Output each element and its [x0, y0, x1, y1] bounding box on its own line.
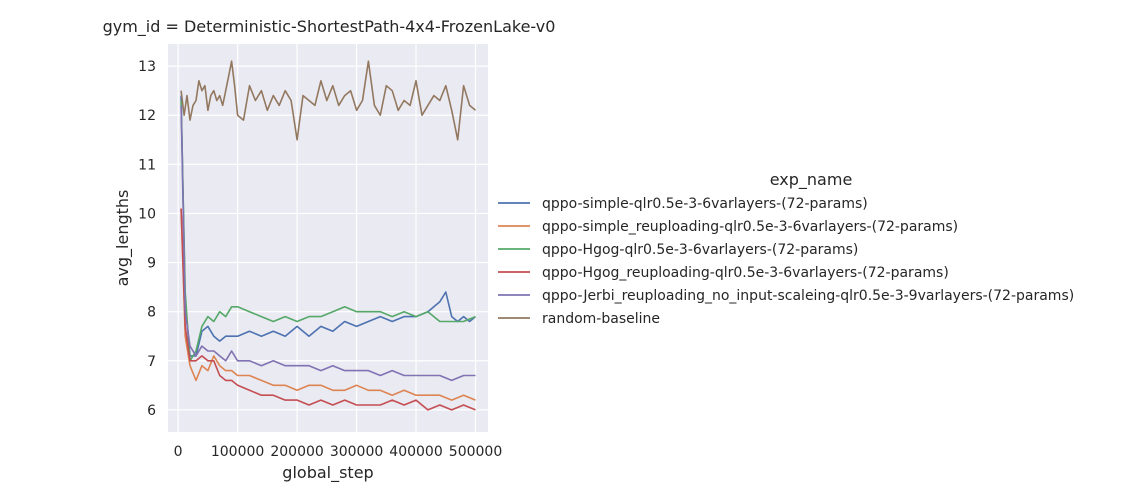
y-tick-label: 13 [138, 59, 156, 75]
legend: exp_name qppo-simple-qlr0.5e-3-6varlayer… [498, 170, 1074, 327]
y-tick-label: 7 [147, 354, 156, 370]
series-line-1 [180, 95, 477, 357]
y-tick-label: 10 [138, 206, 156, 222]
legend-entry: qppo-simple_reuploading-qlr0.5e-3-6varla… [498, 219, 958, 235]
series-line-5 [180, 105, 476, 382]
x-axis-ticks: 0 100000 200000 300000 400000 500000 [174, 444, 503, 460]
y-tick-label: 9 [147, 256, 156, 272]
y-axis-label: avg_lengths [113, 190, 133, 287]
x-tick-label: 500000 [449, 444, 502, 460]
x-axis-label: global_step [282, 463, 373, 483]
grid [168, 44, 488, 432]
series-lines [180, 60, 477, 411]
y-tick-label: 6 [147, 403, 156, 419]
legend-label: qppo-simple_reuploading-qlr0.5e-3-6varla… [542, 219, 958, 235]
series-line-6 [180, 60, 477, 141]
x-tick-label: 200000 [270, 444, 323, 460]
x-tick-label: 400000 [389, 444, 442, 460]
series-line-3 [180, 100, 476, 362]
y-axis-ticks: 6 7 8 9 10 11 12 13 [138, 59, 156, 419]
legend-label: qppo-Hgog_reuploading-qlr0.5e-3-6varlaye… [542, 265, 949, 281]
x-tick-label: 0 [174, 444, 183, 460]
y-tick-label: 8 [147, 305, 156, 321]
legend-entries: qppo-simple-qlr0.5e-3-6varlayers-(72-par… [498, 196, 1074, 327]
legend-label: qppo-Jerbi_reuploading_no_input-scaleing… [542, 288, 1074, 304]
legend-label: qppo-simple-qlr0.5e-3-6varlayers-(72-par… [542, 196, 868, 212]
series-line-2 [180, 208, 476, 401]
legend-entry: qppo-Jerbi_reuploading_no_input-scaleing… [498, 288, 1074, 304]
y-tick-label: 12 [138, 108, 156, 124]
plot-area [168, 44, 488, 432]
x-tick-label: 300000 [330, 444, 383, 460]
legend-title: exp_name [770, 170, 853, 190]
chart-title: gym_id = Deterministic-ShortestPath-4x4-… [103, 17, 556, 37]
legend-label: random-baseline [542, 311, 660, 327]
legend-entry: random-baseline [498, 311, 660, 327]
legend-entry: qppo-simple-qlr0.5e-3-6varlayers-(72-par… [498, 196, 868, 212]
x-tick-label: 100000 [211, 444, 264, 460]
legend-entry: qppo-Hgog_reuploading-qlr0.5e-3-6varlaye… [498, 265, 949, 281]
legend-label: qppo-Hgog-qlr0.5e-3-6varlayers-(72-param… [542, 242, 858, 258]
y-tick-label: 11 [138, 157, 156, 173]
series-line-4 [180, 208, 476, 411]
legend-entry: qppo-Hgog-qlr0.5e-3-6varlayers-(72-param… [498, 242, 858, 258]
